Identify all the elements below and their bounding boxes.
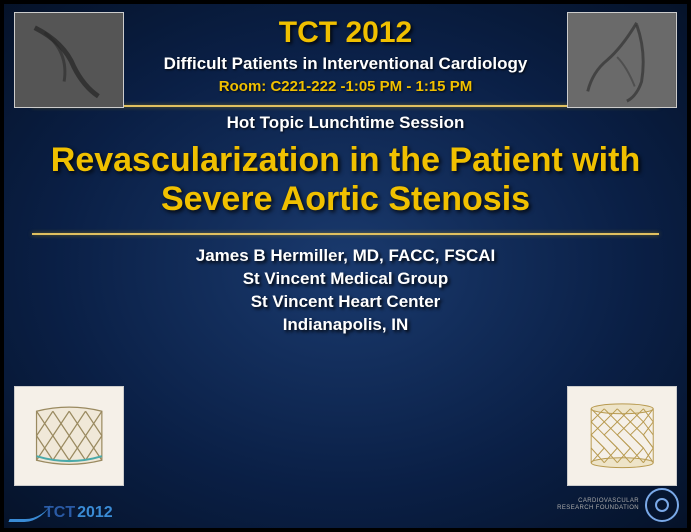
crf-seal-icon (645, 488, 679, 522)
angiogram-image-right (567, 12, 677, 108)
author-name: James B Hermiller, MD, FACC, FSCAI (4, 245, 687, 268)
balloon-expandable-valve-icon (579, 399, 665, 473)
presentation-title: Revascularization in the Patient with Se… (4, 141, 687, 219)
crf-line-1: CARDIOVASCULAR (557, 498, 639, 505)
footer-year: 2012 (77, 504, 113, 522)
angiogram-icon (15, 13, 123, 107)
author-location: Indianapolis, IN (4, 314, 687, 337)
author-affiliation-1: St Vincent Medical Group (4, 268, 687, 291)
author-affiliation-2: St Vincent Heart Center (4, 291, 687, 314)
author-block: James B Hermiller, MD, FACC, FSCAI St Vi… (4, 245, 687, 337)
divider-bottom (32, 233, 659, 235)
crf-line-2: RESEARCH FOUNDATION (557, 505, 639, 512)
session-type: Hot Topic Lunchtime Session (4, 113, 687, 133)
crf-logo: CARDIOVASCULAR RESEARCH FOUNDATION (557, 488, 679, 522)
self-expanding-valve-icon (26, 399, 112, 473)
crf-text: CARDIOVASCULAR RESEARCH FOUNDATION (557, 498, 639, 512)
valve-image-right (567, 386, 677, 486)
angiogram-image-left (14, 12, 124, 108)
divider-top (32, 105, 659, 107)
tct-logo: TCT2012 (12, 502, 113, 522)
angiogram-icon (568, 13, 676, 107)
valve-image-left (14, 386, 124, 486)
